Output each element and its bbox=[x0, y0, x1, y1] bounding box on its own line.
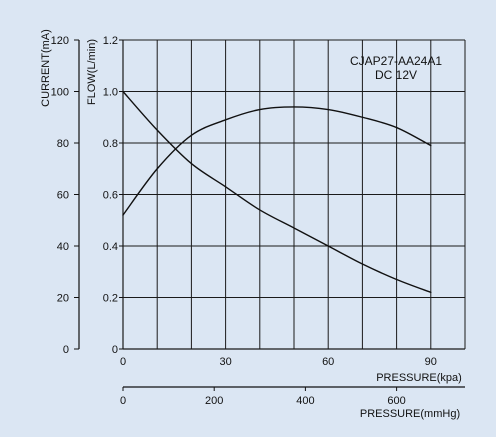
model-annotation: CJAP27-AA24A1 bbox=[350, 54, 442, 68]
x-axis-tick-label: 30 bbox=[219, 356, 231, 368]
flow-axis-tick-label: 1.0 bbox=[103, 87, 118, 99]
grid-layer bbox=[122, 39, 466, 350]
left-axis-tick-label: 60 bbox=[57, 190, 69, 202]
flow-axis-tick-label: 1.2 bbox=[103, 35, 118, 47]
flow-axis-tick-label: 0.4 bbox=[103, 241, 118, 253]
ticks-layer: 0 20 40 60 80 100 120 0 0.2 0.4 0.6 0.8 1.0 1.2 0 30 60 9… bbox=[51, 35, 437, 407]
flow-axis-tick-label: 0.2 bbox=[103, 293, 118, 305]
x-axis-tick-label: 60 bbox=[322, 356, 334, 368]
left-axis-tick-label: 40 bbox=[57, 241, 69, 253]
series-line-2 bbox=[122, 106, 432, 216]
left-axis-tick-label: 100 bbox=[51, 87, 69, 99]
left-axis-tick-label: 120 bbox=[51, 35, 69, 47]
x2-axis-tick-label: 600 bbox=[387, 395, 405, 407]
x-axis-title: PRESSURE(kpa) bbox=[376, 372, 462, 384]
flow-axis-tick-label: 0 bbox=[112, 344, 118, 356]
voltage-annotation: DC 12V bbox=[375, 68, 417, 82]
x2-axis-tick-label: 0 bbox=[120, 395, 126, 407]
flow-axis-tick-label: 0.8 bbox=[103, 138, 118, 150]
series-layer bbox=[122, 90, 432, 294]
left-axis-tick-label: 20 bbox=[57, 293, 69, 305]
series-line-1 bbox=[122, 90, 432, 294]
flow-axis-tick-label: 0.6 bbox=[103, 190, 118, 202]
x-axis-tick-label: 0 bbox=[120, 356, 126, 368]
x-axis-tick-label: 90 bbox=[425, 356, 437, 368]
left-axis-title: CURRENT(mA) bbox=[40, 29, 52, 107]
left-axis-tick-label: 0 bbox=[63, 344, 69, 356]
x2-axis-tick-label: 400 bbox=[296, 395, 314, 407]
left-axis-tick-label: 80 bbox=[57, 138, 69, 150]
x2-axis-tick-label: 200 bbox=[205, 395, 223, 407]
right-axis-title: FLOW(L/min) bbox=[86, 39, 98, 105]
x2-axis-title: PRESSURE(mmHg) bbox=[360, 408, 460, 420]
